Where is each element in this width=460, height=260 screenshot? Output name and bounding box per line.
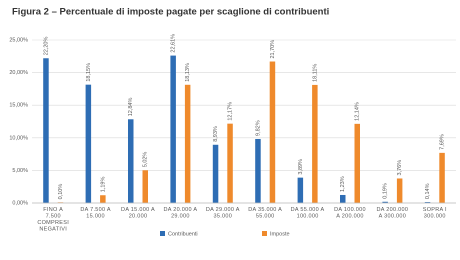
- x-tick-label: FINO A 7.500 COMPRESI NEGATIVI: [37, 207, 69, 233]
- value-label: 12,17%: [228, 102, 234, 121]
- bar: [170, 55, 176, 204]
- bar: [312, 84, 318, 203]
- bar: [128, 119, 134, 203]
- x-tick-label: DA 200.000 A 300.000: [377, 207, 409, 220]
- value-label: 22,61%: [171, 34, 177, 53]
- x-tick-label: DA 100.000 A 200.000: [334, 207, 366, 220]
- x-tick-label: SOPRA I 300.000: [423, 207, 447, 220]
- value-label: 22,20%: [43, 36, 49, 55]
- bar: [142, 170, 148, 203]
- chart-title: Figura 2 – Percentuale di imposte pagate…: [12, 7, 329, 18]
- x-tick-label: DA 20.000 A 29.000: [163, 207, 197, 220]
- value-label: 8,93%: [213, 126, 219, 142]
- value-label: 18,11%: [312, 64, 318, 82]
- x-tick-label: DA 35.000 A 55.000: [248, 207, 282, 220]
- y-tick-label: 25,00%: [9, 37, 28, 43]
- value-label: 1,19%: [100, 177, 106, 193]
- legend-swatch: [262, 231, 267, 236]
- legend-label: Contribuenti: [168, 231, 198, 237]
- bar: [340, 194, 346, 203]
- bar: [100, 195, 106, 203]
- bar: [297, 177, 304, 203]
- bar: [85, 84, 92, 203]
- value-label: 7,69%: [440, 134, 446, 150]
- bar: [396, 178, 403, 203]
- value-label: 0,19%: [383, 183, 389, 199]
- x-tick-label: DA 7.500 A 15.000: [80, 207, 111, 220]
- value-label: 12,84%: [128, 98, 134, 117]
- value-label: 3,89%: [298, 159, 304, 175]
- value-label: 18,13%: [185, 63, 191, 82]
- value-label: 5,02%: [143, 152, 149, 168]
- bar: [354, 123, 360, 203]
- y-tick-label: 0,00%: [12, 200, 28, 206]
- legend-label: Imposte: [270, 231, 290, 237]
- legend-swatch: [160, 231, 165, 236]
- value-label: 21,70%: [270, 40, 276, 59]
- bar: [43, 58, 49, 204]
- bar: [382, 201, 388, 203]
- y-tick-label: 15,00%: [9, 103, 28, 109]
- value-label: 0,14%: [425, 183, 431, 199]
- bar: [184, 84, 191, 203]
- bar: [227, 123, 233, 203]
- bar: [212, 144, 219, 203]
- y-tick-label: 20,00%: [9, 70, 28, 76]
- bar: [269, 61, 276, 204]
- value-label: 3,76%: [397, 160, 403, 176]
- value-label: 1,23%: [340, 176, 346, 192]
- x-tick-label: DA 29.000 A 35.000: [206, 207, 240, 220]
- x-tick-label: DA 55.000 A 100.000: [291, 207, 325, 220]
- value-label: 12,14%: [355, 102, 361, 121]
- value-label: 9,82%: [255, 120, 261, 136]
- bar: [439, 152, 445, 203]
- y-tick-label: 5,00%: [12, 168, 28, 174]
- x-tick-label: DA 15.000 A 20.000: [121, 207, 155, 220]
- value-label: 0,10%: [58, 184, 64, 200]
- bar: [255, 138, 261, 203]
- bar: [424, 202, 431, 203]
- y-tick-label: 10,00%: [9, 135, 28, 141]
- value-label: 18,15%: [86, 63, 92, 82]
